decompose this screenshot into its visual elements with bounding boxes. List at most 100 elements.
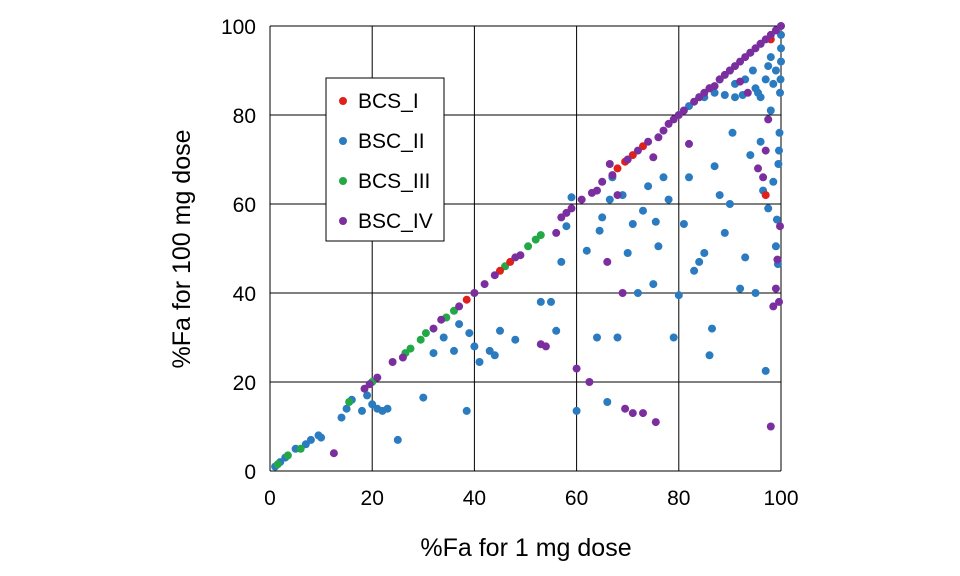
- x-tick-label: 0: [264, 487, 276, 510]
- data-point: [654, 242, 663, 251]
- y-tick-label: 100: [221, 16, 256, 39]
- y-tick-label: 40: [233, 283, 256, 306]
- legend-label: BSC_II: [358, 130, 425, 153]
- data-point: [772, 215, 781, 224]
- data-point: [659, 126, 668, 135]
- data-point: [613, 164, 622, 173]
- legend: BCS_I BSC_II BCS_III BSC_IV: [325, 77, 445, 242]
- data-point: [774, 160, 783, 168]
- y-tick-label: 20: [233, 372, 256, 395]
- data-point: [736, 284, 745, 293]
- data-point: [562, 222, 571, 231]
- data-point: [552, 228, 561, 237]
- x-tick-label: 80: [667, 487, 690, 510]
- data-point: [743, 88, 752, 97]
- data-point: [329, 449, 338, 458]
- data-point: [557, 257, 566, 266]
- data-point: [603, 257, 612, 266]
- data-point: [490, 351, 499, 360]
- data-point: [777, 22, 785, 30]
- tick-labels: 0 20 40 60 80 100 0 20 40 60 80 100: [221, 16, 799, 510]
- data-point: [421, 329, 430, 338]
- data-point: [679, 220, 688, 228]
- data-point: [775, 128, 784, 137]
- data-point: [710, 162, 719, 171]
- data-point: [644, 137, 653, 146]
- data-point: [659, 173, 668, 182]
- x-tick-label: 40: [463, 487, 486, 510]
- data-point: [628, 409, 637, 418]
- data-point: [496, 326, 504, 335]
- data-point: [541, 342, 550, 351]
- data-point: [633, 289, 642, 297]
- data-point: [621, 404, 630, 413]
- data-point: [720, 91, 729, 99]
- data-point: [306, 435, 315, 444]
- data-point: [429, 349, 438, 358]
- data-point: [572, 364, 581, 373]
- data-point: [365, 380, 374, 389]
- data-point: [633, 146, 642, 155]
- data-point: [373, 373, 382, 382]
- data-point: [455, 302, 464, 311]
- data-point: [567, 193, 576, 202]
- data-point: [480, 280, 489, 289]
- data-point: [776, 88, 784, 97]
- legend-marker: [339, 177, 347, 185]
- data-point: [771, 242, 780, 251]
- data-point: [771, 284, 780, 293]
- x-tick-label: 20: [361, 487, 384, 510]
- data-point: [605, 160, 614, 168]
- data-point: [769, 302, 778, 311]
- data-point: [651, 217, 660, 226]
- data-point: [623, 249, 632, 257]
- data-point: [283, 451, 292, 460]
- legend-marker: [339, 97, 347, 105]
- data-point: [455, 320, 464, 329]
- data-point: [465, 329, 474, 338]
- data-point: [777, 57, 785, 66]
- data-point: [664, 195, 673, 204]
- data-point: [728, 128, 737, 137]
- data-point: [470, 342, 479, 351]
- legend-marker: [339, 137, 347, 145]
- data-point: [593, 186, 601, 195]
- data-point: [462, 295, 471, 304]
- x-tick-label: 100: [763, 487, 798, 510]
- data-point: [776, 222, 784, 231]
- y-tick-label: 0: [244, 461, 256, 484]
- data-point: [756, 137, 765, 146]
- x-axis-title: %Fa for 1 mg dose: [420, 534, 631, 562]
- data-points: [271, 22, 785, 471]
- y-tick-label: 60: [233, 194, 256, 217]
- data-point: [766, 422, 775, 431]
- x-tick-label: 60: [565, 487, 588, 510]
- data-point: [746, 151, 755, 160]
- data-point: [773, 255, 782, 264]
- data-point: [775, 297, 783, 306]
- data-point: [582, 246, 591, 255]
- data-point: [429, 324, 438, 333]
- data-point: [764, 115, 773, 124]
- data-point: [317, 433, 326, 442]
- data-point: [577, 195, 586, 204]
- data-point: [603, 398, 612, 406]
- data-point: [741, 253, 750, 262]
- data-point: [777, 44, 785, 53]
- data-point: [613, 191, 622, 200]
- data-point: [342, 404, 351, 413]
- data-point: [496, 266, 504, 275]
- data-point: [700, 88, 709, 97]
- data-point: [572, 406, 581, 415]
- data-point: [761, 75, 770, 84]
- data-point: [685, 139, 693, 148]
- data-point: [419, 393, 428, 402]
- data-point: [766, 53, 775, 62]
- data-point: [516, 251, 525, 260]
- data-point: [628, 220, 637, 228]
- legend-label: BCS_III: [358, 170, 430, 193]
- data-point: [651, 418, 660, 427]
- data-point: [761, 366, 770, 375]
- data-point: [437, 315, 446, 324]
